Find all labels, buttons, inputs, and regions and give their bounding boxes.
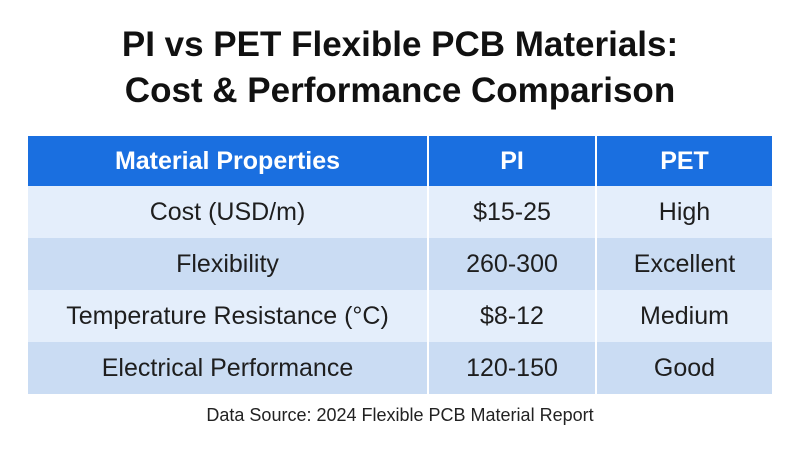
data-source-note: Data Source: 2024 Flexible PCB Material … (206, 405, 594, 425)
table-row-cost: Cost (USD/m) $15-25 High (28, 186, 772, 238)
table-row-electrical: Electrical Performance 120-150 Good (28, 342, 772, 394)
table-header-row: Material Properties PI PET (28, 136, 772, 186)
table-cell-property: Flexibility (28, 238, 429, 290)
table-cell-pet: Medium (596, 290, 772, 342)
table-cell-pet: Good (596, 342, 772, 394)
table-cell-pi: $8-12 (428, 290, 597, 342)
table-cell-pi: $15-25 (428, 186, 597, 238)
comparison-table: Material Properties PI PET Cost (USD/m) … (28, 136, 772, 394)
table-cell-pet: High (596, 186, 772, 238)
header-pi: PI (428, 136, 597, 186)
table-cell-property: Temperature Resistance (°C) (28, 290, 429, 342)
table-cell-pet: Excellent (596, 238, 772, 290)
header-material-properties: Material Properties (28, 136, 429, 186)
chart-title-line-2: Cost & Performance Comparison (124, 71, 676, 110)
chart-title-line-1: PI vs PET Flexible PCB Materials: (121, 25, 679, 64)
table-row-temperature: Temperature Resistance (°C) $8-12 Medium (28, 290, 772, 342)
table-cell-property: Electrical Performance (28, 342, 429, 394)
table-cell-pi: 120-150 (428, 342, 597, 394)
table-row-flexibility: Flexibility 260-300 Excellent (28, 238, 772, 290)
table-cell-property: Cost (USD/m) (28, 186, 429, 238)
header-pet: PET (596, 136, 772, 186)
chart-title: PI vs PET Flexible PCB Materials: Cost &… (0, 22, 800, 114)
table-cell-pi: 260-300 (428, 238, 597, 290)
